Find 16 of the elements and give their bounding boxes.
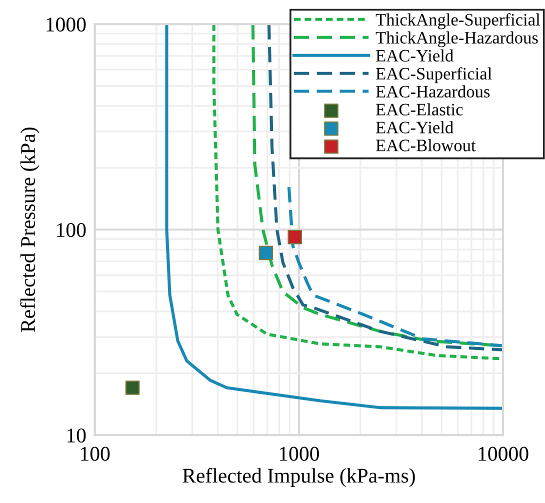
legend-label: EAC-Elastic — [376, 103, 463, 116]
legend-label: ThickAngle-Hazardous — [376, 31, 538, 48]
legend-label: EAC-Superficial — [376, 67, 492, 84]
x-tick-label: 10000 — [478, 446, 528, 461]
x-axis-title: Reflected Impulse (kPa-ms) — [182, 468, 415, 487]
y-tick-label: 100 — [57, 222, 86, 238]
y-axis-title: Reflected Pressure (kPa) — [20, 128, 40, 332]
y-tick-label: 1000 — [46, 18, 86, 32]
legend-label: EAC-Yield — [376, 49, 454, 62]
y-tick-label: 10 — [67, 428, 86, 443]
x-tick-label: 1000 — [280, 446, 319, 461]
legend-label: ThickAngle-Superficial — [376, 13, 540, 30]
x-tick-label: 100 — [81, 446, 110, 461]
legend-label: EAC-Hazardous — [376, 85, 490, 98]
legend-label: EAC-Yield — [376, 121, 454, 134]
legend-label: EAC-Blowout — [376, 139, 476, 152]
